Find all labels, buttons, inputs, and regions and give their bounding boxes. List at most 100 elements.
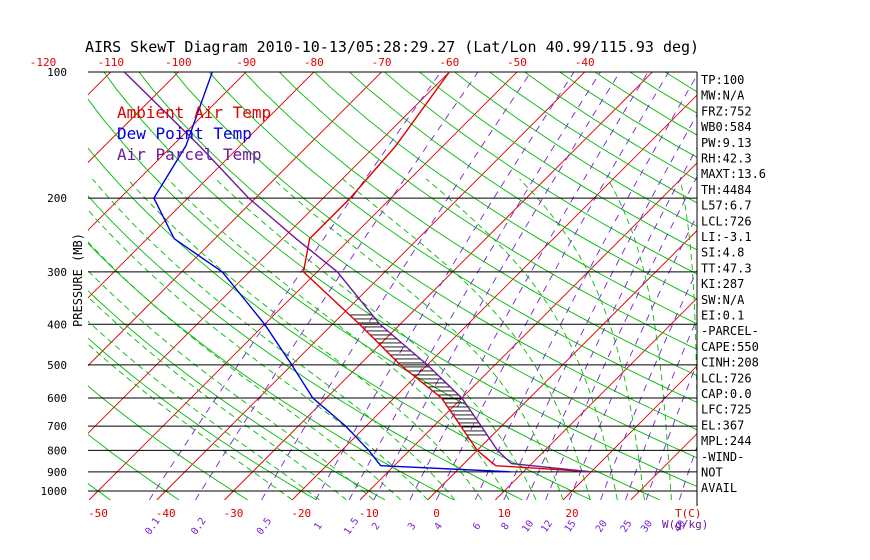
- top-temp-tick-label: -50: [507, 56, 527, 69]
- moist-adiabat-line: [272, 178, 564, 501]
- profile-line: [302, 72, 592, 473]
- top-temp-tick-label: -90: [236, 56, 256, 69]
- isotherm-line: [766, 53, 870, 500]
- bottom-temp-tick-label: -10: [359, 507, 379, 520]
- index-entry: L57:6.7: [701, 199, 752, 213]
- pressure-tick-label: 500: [47, 359, 67, 372]
- dry-adiabat-line: [418, 72, 697, 251]
- moist-adiabat-line: [88, 320, 320, 501]
- y-axis-label: PRESSURE (MB): [71, 233, 85, 327]
- isotherm-line: [834, 53, 870, 500]
- index-entry: KI:287: [701, 277, 744, 291]
- index-entry: MAXT:13.6: [701, 167, 766, 181]
- mixing-ratio-tick-label: 10: [520, 518, 536, 534]
- mixing-ratio-tick-label: 20: [594, 518, 610, 534]
- moist-adiabat-line: [607, 178, 672, 500]
- pressure-tick-label: 700: [47, 420, 67, 433]
- index-entry: LCL:726: [701, 214, 752, 228]
- isotherm-lines: [88, 53, 870, 501]
- top-temp-tick-label: -40: [575, 56, 595, 69]
- moist-adiabat-line: [425, 178, 618, 500]
- dry-adiabat-line: [838, 53, 870, 500]
- mixing-ratio-tick-label: 0.5: [255, 516, 274, 537]
- profile-series: [123, 72, 592, 473]
- legend-entry: Ambient Air Temp: [117, 103, 271, 122]
- index-entry: EL:367: [701, 418, 744, 432]
- index-entry: TT:47.3: [701, 261, 752, 275]
- index-entry: MW:N/A: [701, 89, 745, 103]
- isotherm-line: [156, 72, 586, 501]
- index-entry: MPL:244: [701, 434, 752, 448]
- pressure-tick-label: 200: [47, 192, 67, 205]
- moist-adiabat-line: [342, 178, 591, 501]
- index-entry: NOT: [701, 466, 723, 480]
- dry-adiabat-line: [138, 72, 697, 459]
- dry-adiabat-line: [88, 290, 386, 501]
- index-entry: LI:-3.1: [701, 230, 752, 244]
- mixing-ratio-tick-label: 15: [563, 518, 579, 534]
- dry-adiabat-line: [88, 337, 317, 501]
- mixing-ratio-unit-label: W(g/kg): [662, 518, 708, 531]
- isotherm-line: [224, 72, 654, 501]
- isotherm-line: [88, 72, 518, 501]
- dry-adiabat-line: [770, 53, 870, 500]
- mixing-ratio-line: [148, 72, 442, 501]
- bottom-temp-tick-label: 20: [565, 507, 578, 520]
- pressure-tick-label: 400: [47, 318, 67, 331]
- mixing-ratio-tick-label: 3: [406, 521, 418, 532]
- mixing-ratio-tick-label: 25: [619, 518, 635, 534]
- index-entry: AVAIL: [701, 481, 737, 495]
- bottom-temp-tick-label: -30: [223, 507, 243, 520]
- isotherm-line: [88, 72, 315, 299]
- isotherm-line: [495, 297, 697, 501]
- mixing-ratio-tick-label: 8: [499, 521, 511, 532]
- pressure-tick-label: 300: [47, 266, 67, 279]
- top-temp-tick-label: -110: [97, 56, 124, 69]
- pressure-tick-label: 900: [47, 466, 67, 479]
- index-entry: WB0:584: [701, 120, 752, 134]
- bottom-temp-tick-label: 0: [433, 507, 440, 520]
- bottom-temp-tick-labels: -50 -40 -30 -20 -10 0 10 20: [88, 507, 579, 520]
- isotherm-line: [562, 365, 697, 501]
- moist-adiabat-line: [679, 178, 697, 440]
- mixing-ratio-tick-label: 12: [539, 519, 555, 535]
- index-entry: SW:N/A: [701, 293, 745, 307]
- dry-adiabat-line: [383, 72, 697, 275]
- moist-adiabat-line: [126, 178, 483, 501]
- isotherm-line: [427, 229, 697, 501]
- dry-adiabat-line: [348, 72, 697, 300]
- index-entry: CAPE:550: [701, 340, 759, 354]
- legend-entry: Dew Point Temp: [117, 124, 252, 143]
- pressure-tick-label: 800: [47, 444, 67, 457]
- top-temp-tick-label: -70: [372, 56, 392, 69]
- isotherm-line: [88, 72, 247, 231]
- moist-adiabat-line: [88, 209, 429, 501]
- moist-adiabat-line: [88, 343, 293, 501]
- isotherm-line: [359, 162, 697, 501]
- mixing-ratio-line: [474, 74, 697, 501]
- bottom-temp-tick-label: -50: [88, 507, 108, 520]
- mixing-ratio-tick-label: 1: [312, 521, 324, 532]
- index-entry: LCL:726: [701, 371, 752, 385]
- index-entry: TH:4484: [701, 183, 752, 197]
- dry-adiabat-line: [488, 72, 697, 204]
- bottom-temp-tick-label: -40: [156, 507, 176, 520]
- index-entry: TP:100: [701, 73, 744, 87]
- index-entry: SI:4.8: [701, 246, 744, 260]
- dry-adiabat-line: [88, 433, 180, 501]
- isotherm-line: [88, 72, 180, 164]
- dry-adiabat-line: [103, 72, 697, 488]
- mixing-ratio-tick-label: 6: [471, 521, 483, 532]
- dry-adiabat-line: [243, 72, 697, 377]
- dry-adiabat-line: [88, 147, 592, 501]
- pressure-tick-label: 1000: [41, 485, 68, 498]
- pressure-tick-label: 100: [47, 66, 67, 79]
- top-temp-tick-label: -100: [165, 56, 192, 69]
- isotherm-line: [88, 72, 383, 367]
- index-entry: EI:0.1: [701, 309, 744, 323]
- pressure-tick-label: 600: [47, 392, 67, 405]
- index-entry: FRZ:752: [701, 104, 752, 118]
- moist-adiabat-lines: [88, 178, 697, 501]
- moist-adiabat-line: [88, 296, 347, 501]
